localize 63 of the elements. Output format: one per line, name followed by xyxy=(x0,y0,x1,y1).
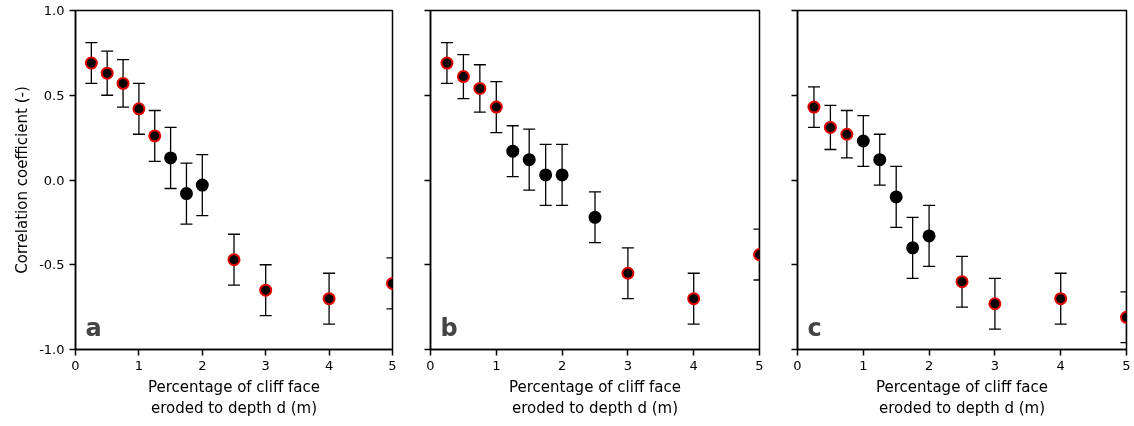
point xyxy=(1054,292,1068,306)
x-tick-label: 0 xyxy=(426,357,435,373)
point xyxy=(132,102,146,116)
y-tick-label: -1.0 xyxy=(39,342,65,357)
y-axis-title: Correlation coefficient (-) xyxy=(13,86,32,274)
annotation: a xyxy=(85,313,102,342)
x-tick-label: 3 xyxy=(990,357,1000,373)
x-tick-label: 4 xyxy=(689,357,698,373)
x-axis-title: Percentage of cliff face eroded to depth d (m) xyxy=(509,377,682,418)
x-tick-label: 5 xyxy=(388,357,397,373)
y-tick-label: 1.0 xyxy=(43,3,65,18)
point xyxy=(555,168,569,182)
point xyxy=(100,66,114,80)
x-tick-label: 1 xyxy=(134,357,144,373)
point xyxy=(440,56,454,70)
x-tick-label: 1 xyxy=(492,357,501,373)
x-tick-label: 2 xyxy=(924,357,934,373)
y-tick-label: 0.5 xyxy=(43,87,65,103)
point xyxy=(456,70,470,84)
y-tick-label: -0.5 xyxy=(39,257,65,273)
point xyxy=(922,229,936,243)
x-axis-title: Percentage of cliff face eroded to depth d (m) xyxy=(876,377,1049,418)
annotation: c xyxy=(807,313,822,342)
x-tick-label: 3 xyxy=(261,357,270,373)
x-tick-label: 2 xyxy=(557,357,567,373)
x-axis-title: Percentage of cliff face eroded to depth d (m) xyxy=(148,377,321,418)
point xyxy=(955,275,969,289)
point xyxy=(539,168,553,182)
point xyxy=(687,292,701,306)
point xyxy=(621,266,635,280)
point xyxy=(840,127,854,141)
x-tick-label: 4 xyxy=(1056,357,1065,373)
point xyxy=(588,210,602,224)
point xyxy=(906,241,920,255)
point xyxy=(522,153,536,167)
point xyxy=(506,144,520,158)
point xyxy=(889,190,903,204)
point xyxy=(227,253,241,267)
x-tick-label: 5 xyxy=(755,357,764,373)
point xyxy=(322,292,336,306)
point xyxy=(873,153,887,167)
point xyxy=(148,129,162,143)
x-tick-label: 4 xyxy=(324,357,334,373)
point xyxy=(473,81,487,95)
y-tick-label: 0.0 xyxy=(43,172,65,188)
point xyxy=(84,56,98,70)
x-tick-label: 2 xyxy=(198,357,207,373)
point xyxy=(179,187,193,201)
annotation: b xyxy=(440,313,458,342)
point xyxy=(195,178,209,192)
point xyxy=(807,100,821,114)
x-tick-label: 3 xyxy=(623,357,633,373)
x-tick-label: 0 xyxy=(71,357,80,373)
point xyxy=(116,76,130,90)
point xyxy=(489,100,503,114)
x-tick-label: 0 xyxy=(793,357,802,373)
x-tick-label: 5 xyxy=(1122,357,1131,373)
point xyxy=(259,283,273,297)
point xyxy=(823,120,837,134)
point xyxy=(164,151,178,165)
point xyxy=(988,297,1002,311)
point xyxy=(856,134,870,148)
x-tick-label: 1 xyxy=(859,357,868,373)
